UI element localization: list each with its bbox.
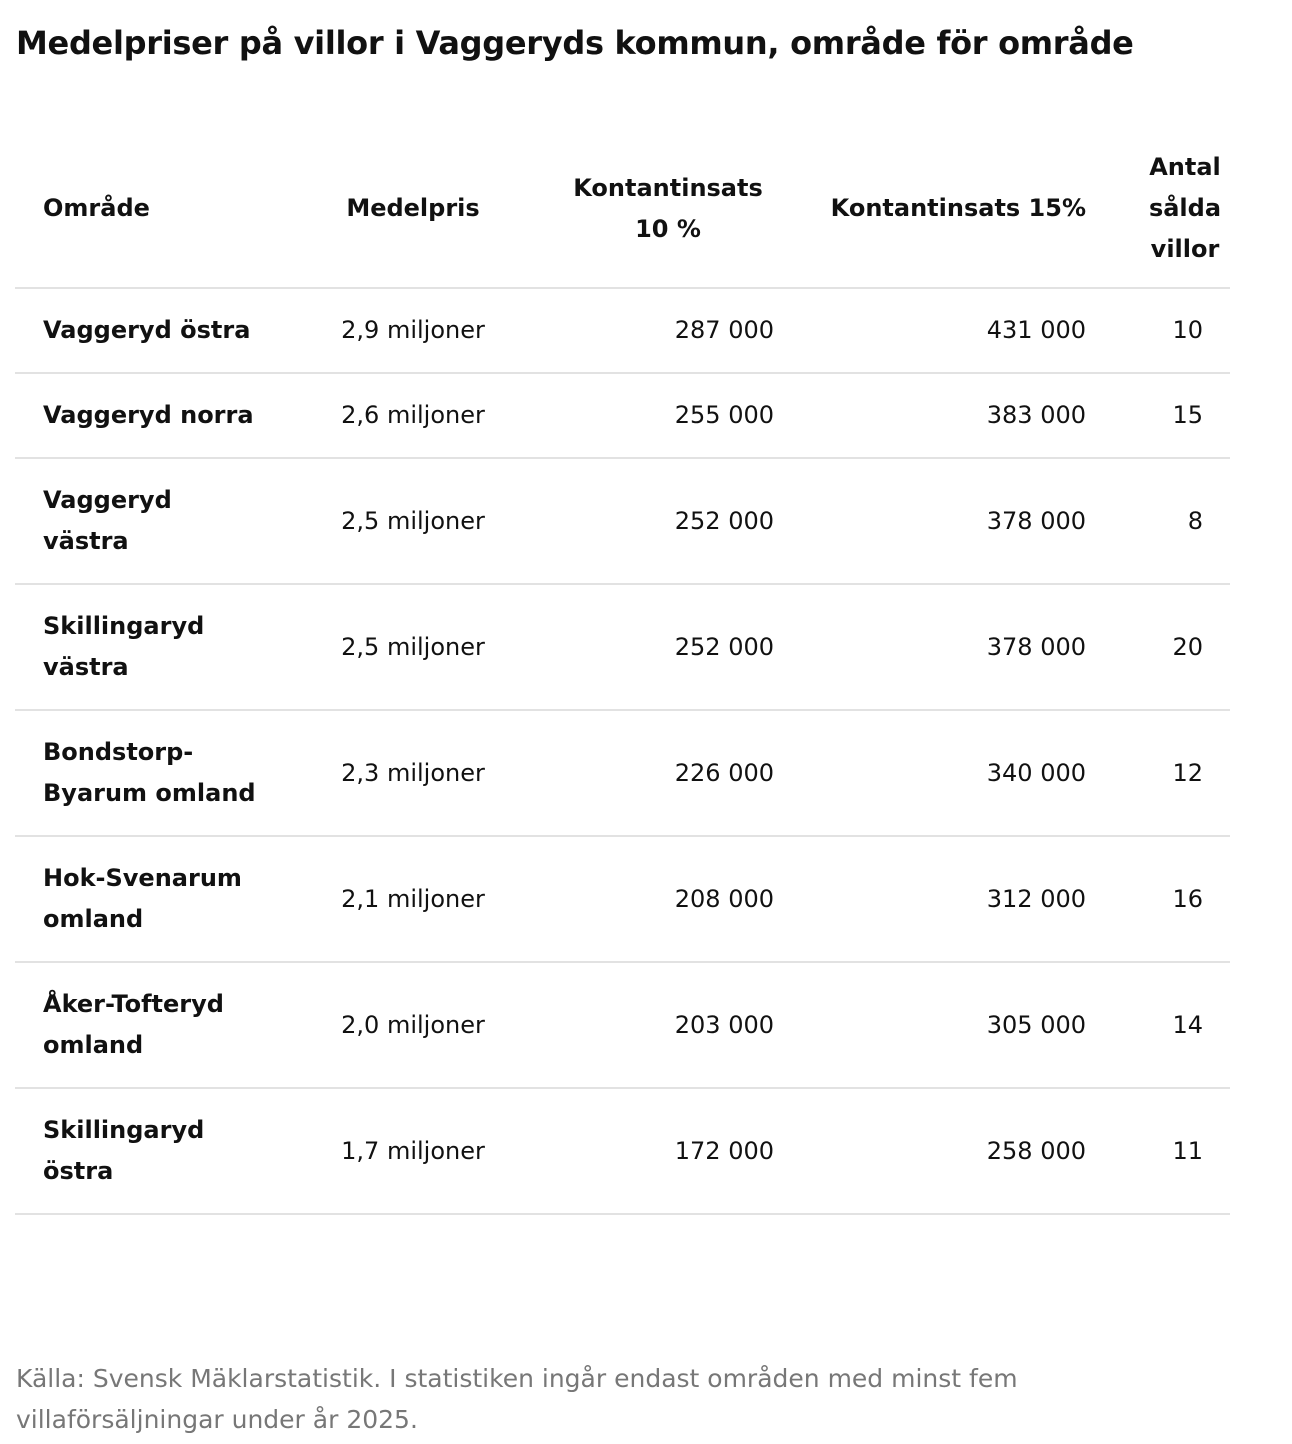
- cell-medelpris: 2,9 miljoner: [298, 288, 528, 374]
- table-row: Bondstorp-Byarum omland 2,3 miljoner 226 0…: [15, 710, 1230, 837]
- header-kontantinsats-10: Kontantinsats 10 %: [528, 130, 788, 289]
- cell-antal: 20: [1100, 584, 1230, 711]
- cell-medelpris: 1,7 miljoner: [298, 1088, 528, 1215]
- cell-kontantinsats-10: 252 000: [528, 458, 788, 585]
- source-note: Källa: Svensk Mäklarstatistik. I statist…: [16, 1364, 1018, 1434]
- cell-kontantinsats-15: 312 000: [788, 836, 1100, 963]
- cell-kontantinsats-10: 226 000: [528, 710, 788, 837]
- cell-medelpris: 2,3 miljoner: [298, 710, 528, 837]
- price-table: Område Medelpris Kontantinsats 10 % Kont…: [15, 130, 1230, 1215]
- cell-antal: 15: [1100, 373, 1230, 459]
- table-row: Skillingaryd östra 1,7 miljoner 172 000 258…: [15, 1088, 1230, 1215]
- cell-medelpris: 2,0 miljoner: [298, 962, 528, 1089]
- cell-omrade: Hok-Svenarum omland: [15, 836, 298, 963]
- page-title: Medelpriser på villor i Vaggeryds kommun…: [16, 24, 1134, 62]
- header-medelpris: Medelpris: [298, 130, 528, 289]
- cell-omrade: Vaggeryd västra: [15, 458, 298, 585]
- cell-antal: 11: [1100, 1088, 1230, 1215]
- cell-medelpris: 2,1 miljoner: [298, 836, 528, 963]
- cell-kontantinsats-10: 255 000: [528, 373, 788, 459]
- cell-kontantinsats-10: 172 000: [528, 1088, 788, 1215]
- table-row: Vaggeryd västra 2,5 miljoner 252 000 378 00…: [15, 458, 1230, 585]
- cell-omrade: Vaggeryd östra: [15, 288, 298, 374]
- cell-kontantinsats-15: 383 000: [788, 373, 1100, 459]
- cell-kontantinsats-15: 378 000: [788, 584, 1100, 711]
- cell-omrade: Vaggeryd norra: [15, 373, 298, 459]
- table-row: Åker-Tofteryd omland 2,0 miljoner 203 000 3…: [15, 962, 1230, 1089]
- table-row: Skillingaryd västra 2,5 miljoner 252 000 37…: [15, 584, 1230, 711]
- cell-kontantinsats-15: 431 000: [788, 288, 1100, 374]
- cell-medelpris: 2,5 miljoner: [298, 584, 528, 711]
- cell-antal: 10: [1100, 288, 1230, 374]
- table-row: Vaggeryd norra 2,6 miljoner 255 000 383 000…: [15, 373, 1230, 459]
- cell-omrade: Åker-Tofteryd omland: [15, 962, 298, 1089]
- cell-kontantinsats-10: 287 000: [528, 288, 788, 374]
- cell-medelpris: 2,6 miljoner: [298, 373, 528, 459]
- table-row: Hok-Svenarum omland 2,1 miljoner 208 000 31…: [15, 836, 1230, 963]
- header-antal: Antal sålda villor: [1100, 130, 1230, 289]
- cell-kontantinsats-15: 258 000: [788, 1088, 1100, 1215]
- cell-kontantinsats-10: 203 000: [528, 962, 788, 1089]
- cell-omrade: Skillingaryd västra: [15, 584, 298, 711]
- header-omrade: Område: [15, 130, 298, 289]
- header-kontantinsats-15: Kontantinsats 15%: [788, 130, 1100, 289]
- table-header-row: Område Medelpris Kontantinsats 10 % Kont…: [15, 130, 1230, 289]
- cell-kontantinsats-15: 378 000: [788, 458, 1100, 585]
- table-row: Vaggeryd östra 2,9 miljoner 287 000 431 000…: [15, 288, 1230, 374]
- cell-antal: 8: [1100, 458, 1230, 585]
- cell-medelpris: 2,5 miljoner: [298, 458, 528, 585]
- cell-antal: 12: [1100, 710, 1230, 837]
- cell-kontantinsats-15: 305 000: [788, 962, 1100, 1089]
- cell-omrade: Bondstorp-Byarum omland: [15, 710, 298, 837]
- cell-omrade: Skillingaryd östra: [15, 1088, 298, 1215]
- cell-antal: 14: [1100, 962, 1230, 1089]
- cell-kontantinsats-15: 340 000: [788, 710, 1100, 837]
- cell-kontantinsats-10: 252 000: [528, 584, 788, 711]
- cell-antal: 16: [1100, 836, 1230, 963]
- cell-kontantinsats-10: 208 000: [528, 836, 788, 963]
